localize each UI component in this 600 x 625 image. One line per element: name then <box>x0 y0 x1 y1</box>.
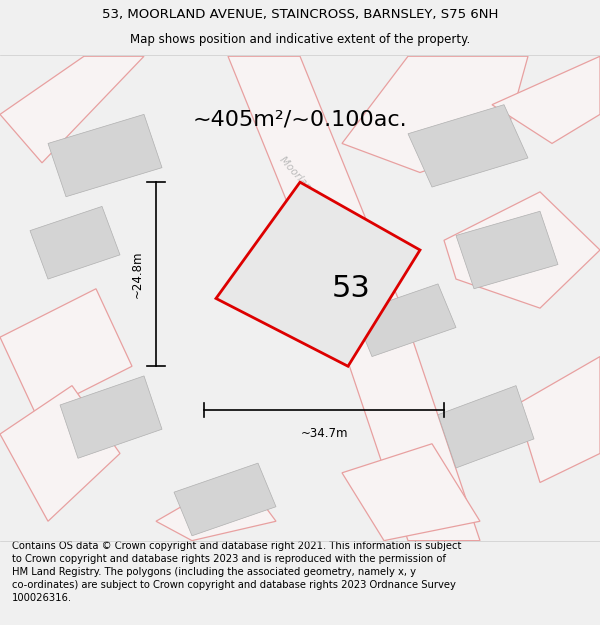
Text: ~405m²/~0.100ac.: ~405m²/~0.100ac. <box>193 109 407 129</box>
Polygon shape <box>216 182 420 366</box>
Text: Contains OS data © Crown copyright and database right 2021. This information is : Contains OS data © Crown copyright and d… <box>12 541 461 603</box>
Polygon shape <box>48 114 162 197</box>
Polygon shape <box>456 211 558 289</box>
Polygon shape <box>0 289 132 415</box>
Polygon shape <box>408 104 528 187</box>
Text: 53: 53 <box>332 274 370 303</box>
Polygon shape <box>330 308 480 541</box>
Polygon shape <box>438 386 534 468</box>
Polygon shape <box>354 284 456 356</box>
Polygon shape <box>492 56 600 143</box>
Polygon shape <box>228 56 402 308</box>
Text: ~34.7m: ~34.7m <box>300 427 348 440</box>
Text: Moorland Avenue: Moorland Avenue <box>278 155 346 229</box>
Polygon shape <box>30 206 120 279</box>
Polygon shape <box>0 386 120 521</box>
Polygon shape <box>444 192 600 308</box>
Text: 53, MOORLAND AVENUE, STAINCROSS, BARNSLEY, S75 6NH: 53, MOORLAND AVENUE, STAINCROSS, BARNSLE… <box>102 8 498 21</box>
Polygon shape <box>342 444 480 541</box>
Text: ~24.8m: ~24.8m <box>131 251 144 298</box>
Polygon shape <box>60 376 162 458</box>
Polygon shape <box>156 472 276 541</box>
Polygon shape <box>516 356 600 482</box>
Polygon shape <box>174 463 276 536</box>
Polygon shape <box>0 56 144 162</box>
Text: Map shows position and indicative extent of the property.: Map shows position and indicative extent… <box>130 33 470 46</box>
Polygon shape <box>342 56 528 172</box>
